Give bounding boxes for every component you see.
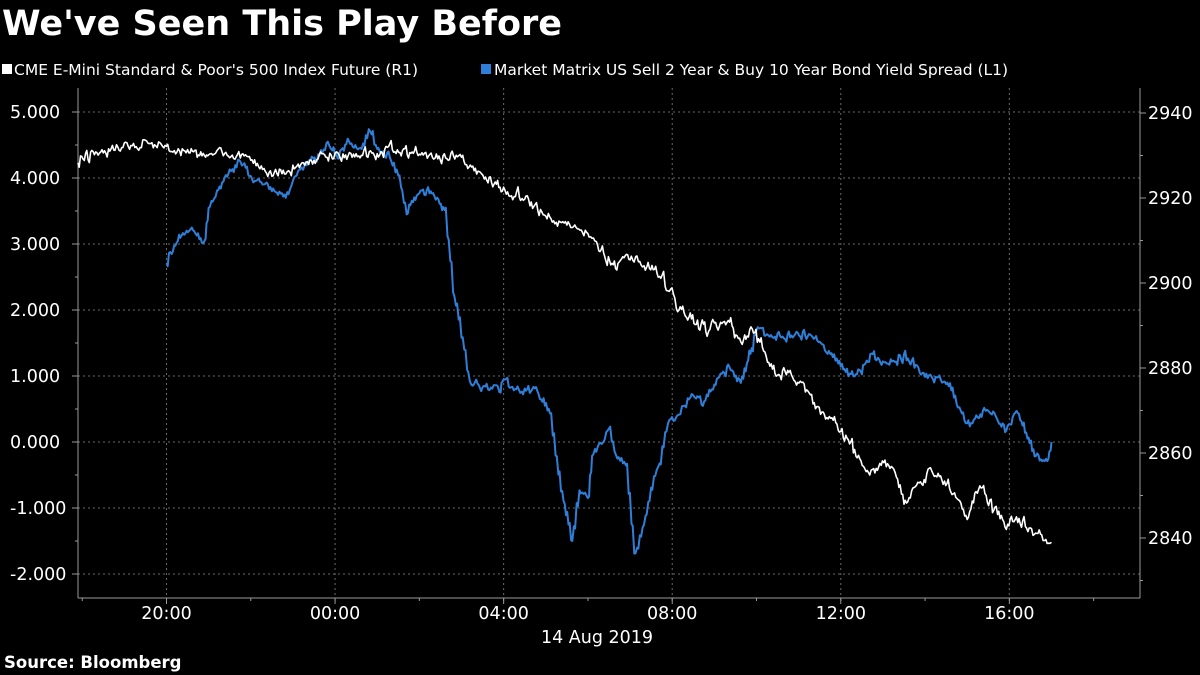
x-tick-label: 16:00 xyxy=(984,604,1034,624)
legend-label-spx: CME E-Mini Standard & Poor's 500 Index F… xyxy=(14,61,418,79)
series-line-spread xyxy=(165,128,1053,555)
y-left-tick-label: 1.000 xyxy=(10,367,60,387)
x-tick-label: 12:00 xyxy=(816,604,866,624)
y-left-tick-label: 3.000 xyxy=(10,235,60,255)
series-line-spx xyxy=(77,138,1052,545)
x-tick-label: 20:00 xyxy=(141,604,191,624)
x-tick-label: 00:00 xyxy=(310,604,360,624)
y-left-tick-label: -1.000 xyxy=(10,499,66,519)
y-right-tick-label: 2840 xyxy=(1148,529,1193,549)
y-left-tick-label: 0.000 xyxy=(10,433,60,453)
y-left-tick-label: -2.000 xyxy=(10,565,66,585)
y-left-tick-label: 5.000 xyxy=(10,103,60,123)
legend-swatch-spx xyxy=(2,64,12,74)
y-right-tick-label: 2880 xyxy=(1148,359,1193,379)
gridlines xyxy=(78,88,1140,598)
x-tick-label: 08:00 xyxy=(647,604,697,624)
y-left-tick-label: 2.000 xyxy=(10,301,60,321)
legend-label-spread: Market Matrix US Sell 2 Year & Buy 10 Ye… xyxy=(494,61,1008,79)
x-axis-date-label: 14 Aug 2019 xyxy=(541,628,653,648)
x-tick-label: 04:00 xyxy=(478,604,528,624)
chart-title: We've Seen This Play Before xyxy=(2,4,562,44)
axes xyxy=(72,88,1146,604)
tick-labels: 20:00 00:00 04:00 08:00 12:00 16:00 5.000 4.000… xyxy=(10,103,1193,624)
series-lines xyxy=(77,128,1053,555)
source-note: Source: Bloomberg xyxy=(4,653,181,672)
y-right-tick-label: 2920 xyxy=(1148,189,1193,209)
y-right-tick-label: 2860 xyxy=(1148,444,1193,464)
y-right-tick-label: 2940 xyxy=(1148,104,1193,124)
y-left-tick-label: 4.000 xyxy=(10,169,60,189)
y-right-tick-label: 2900 xyxy=(1148,274,1193,294)
legend: CME E-Mini Standard & Poor's 500 Index F… xyxy=(2,61,1008,79)
legend-swatch-spread xyxy=(481,64,491,74)
